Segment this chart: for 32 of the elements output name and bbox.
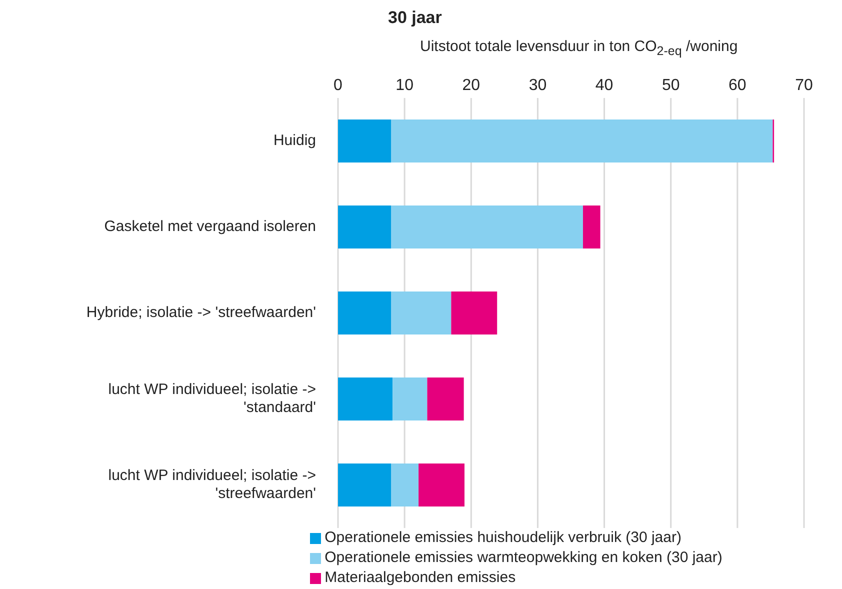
x-tick-label: 40 <box>595 77 614 94</box>
bar <box>418 464 464 506</box>
y-tick-label: Gasketel met vergaand isoleren <box>104 218 316 235</box>
bar <box>392 378 428 420</box>
legend-label: Operationele emissies warmteopwekking en koken (30 jaar) <box>324 549 722 566</box>
bar <box>391 292 452 334</box>
y-tick-label: Huidig <box>273 132 316 149</box>
bar <box>391 464 419 506</box>
x-tick-label: 70 <box>795 77 813 94</box>
x-tick-label: 60 <box>728 77 746 94</box>
y-tick-label: lucht WP individueel; isolatie -> 'streefwaarden' <box>108 466 316 502</box>
y-tick-label: lucht WP individueel; isolatie -> 'standaard' <box>108 380 316 416</box>
x-tick-label: 20 <box>462 77 480 94</box>
bar <box>338 378 393 420</box>
bar <box>391 206 583 248</box>
bar <box>582 206 600 248</box>
bar <box>427 378 464 420</box>
chart-title: 30 jaar <box>388 8 442 28</box>
y-tick-label: Hybride; isolatie -> 'streefwaarden' <box>86 304 316 321</box>
x-tick-label: 10 <box>396 77 414 94</box>
bar <box>391 120 773 162</box>
bar <box>338 206 392 248</box>
bar <box>338 292 392 334</box>
x-tick-label: 0 <box>334 77 343 94</box>
legend-label: Materiaalgebonden emissies <box>324 569 516 586</box>
legend-label: Operationele emissies huishoudelijk verbruik (30 jaar) <box>324 529 682 546</box>
bar <box>338 120 392 162</box>
x-tick-label: 50 <box>662 77 680 94</box>
bar <box>451 292 498 334</box>
x-tick-label: 30 <box>528 77 547 94</box>
x-axis-title: Uitstoot totale levensduur in ton CO$_{2-eq}$ /woning <box>420 38 738 58</box>
bar <box>338 464 392 506</box>
